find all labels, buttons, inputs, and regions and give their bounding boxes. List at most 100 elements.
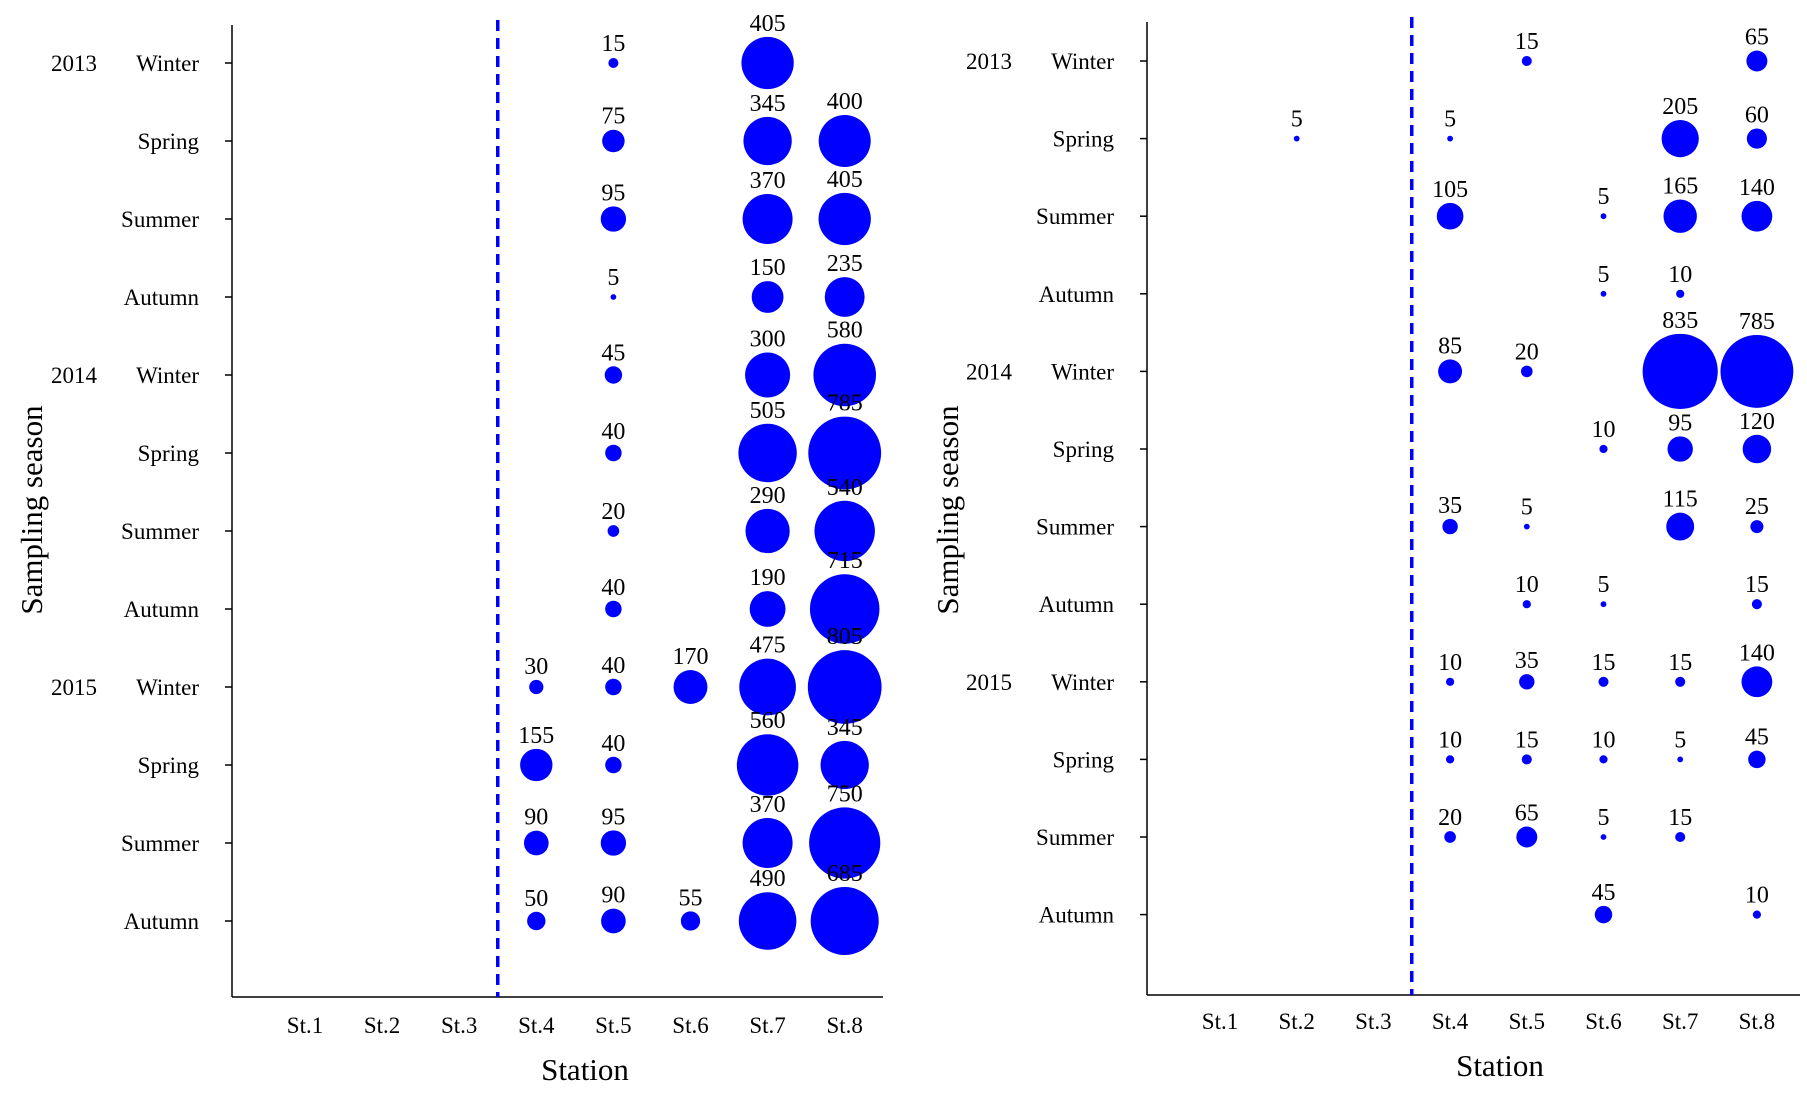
station-tick-label: St.4 xyxy=(1432,1009,1469,1034)
bubble-value-label: 20 xyxy=(1438,805,1462,831)
bubble xyxy=(738,423,797,483)
bubble xyxy=(745,508,790,554)
season-tick-label: Spring xyxy=(1053,127,1115,152)
bubble-value-label: 835 xyxy=(1662,308,1698,334)
bubble-value-label: 15 xyxy=(1592,650,1616,676)
bubble xyxy=(605,678,622,696)
y-axis-title: Sampling season xyxy=(930,405,965,615)
season-tick-label: Summer xyxy=(1036,515,1114,540)
bubble xyxy=(523,830,549,856)
season-tick-label: Summer xyxy=(1036,204,1114,229)
bubble xyxy=(1746,128,1767,149)
bubble xyxy=(743,116,792,166)
bubble-value-label: 5 xyxy=(1598,262,1610,288)
bubble-value-label: 140 xyxy=(1739,175,1775,201)
station-tick-label: St.6 xyxy=(1585,1009,1621,1034)
bubble xyxy=(1667,436,1693,462)
bubble-value-label: 5 xyxy=(1598,184,1610,210)
season-tick-label: Spring xyxy=(138,441,200,466)
bubble-value-label: 60 xyxy=(1745,103,1769,129)
bubble xyxy=(1521,55,1532,67)
bubble xyxy=(1748,750,1766,769)
station-tick-label: St.7 xyxy=(1662,1009,1698,1034)
bubble xyxy=(807,650,882,724)
bubble-value-label: 5 xyxy=(1598,805,1610,831)
bubble xyxy=(1444,831,1456,843)
bubble-value-label: 40 xyxy=(601,575,625,601)
bubble-value-label: 685 xyxy=(827,861,863,887)
station-tick-label: St.3 xyxy=(1355,1009,1391,1034)
bubble-value-label: 30 xyxy=(524,654,548,680)
station-tick-label: St.8 xyxy=(1739,1009,1775,1034)
bubble-value-label: 120 xyxy=(1739,409,1775,435)
season-tick-label: Winter xyxy=(136,363,199,388)
station-tick-label: St.8 xyxy=(826,1013,862,1038)
bubble xyxy=(1445,755,1455,764)
station-tick-label: St.1 xyxy=(287,1013,323,1038)
bubble xyxy=(809,574,880,644)
bubble-value-label: 345 xyxy=(827,715,863,741)
year-tick-label: 2015 xyxy=(51,675,97,700)
bubble-value-label: 10 xyxy=(1515,572,1539,598)
bubble-value-label: 750 xyxy=(827,781,863,807)
bubble xyxy=(600,206,627,232)
station-tick-label: St.5 xyxy=(595,1013,631,1038)
bubble xyxy=(749,591,786,627)
bubble xyxy=(608,57,619,69)
bubble xyxy=(1720,334,1794,408)
bubble-value-label: 370 xyxy=(750,792,786,818)
season-tick-label: Winter xyxy=(1051,359,1114,384)
bubble-value-label: 10 xyxy=(1438,727,1462,753)
bubble-value-label: 5 xyxy=(1521,495,1533,521)
bubble-value-label: 40 xyxy=(601,419,625,445)
season-tick-label: Autumn xyxy=(124,597,200,622)
bubble-value-label: 15 xyxy=(601,31,625,57)
season-tick-label: Winter xyxy=(1051,670,1114,695)
bubble-value-label: 405 xyxy=(750,11,786,37)
bubble xyxy=(818,115,871,167)
bubble xyxy=(1677,756,1684,763)
bubble-value-label: 805 xyxy=(827,624,863,650)
bubble xyxy=(527,911,546,931)
bubble-value-label: 490 xyxy=(750,866,786,892)
bubble-value-label: 65 xyxy=(1515,801,1539,827)
station-tick-label: St.6 xyxy=(672,1013,708,1038)
bubble-value-label: 10 xyxy=(1745,883,1769,909)
bubble xyxy=(809,807,881,879)
bubble xyxy=(1523,523,1530,530)
season-tick-label: Autumn xyxy=(124,909,200,934)
bubble-value-label: 95 xyxy=(601,804,625,830)
bubble xyxy=(1752,910,1762,919)
bubble xyxy=(1741,200,1773,232)
bubble xyxy=(1675,831,1686,843)
bubble xyxy=(751,281,784,313)
bubble xyxy=(814,500,875,562)
year-tick-label: 2014 xyxy=(51,363,98,388)
bubble-value-label: 580 xyxy=(827,318,863,344)
season-tick-label: Spring xyxy=(138,129,200,154)
bubble xyxy=(680,911,701,931)
bubble-value-label: 15 xyxy=(1745,572,1769,598)
bubble xyxy=(1516,826,1538,848)
season-tick-label: Winter xyxy=(1051,49,1114,74)
season-tick-label: Autumn xyxy=(1039,282,1115,307)
bubble xyxy=(1600,601,1607,608)
station-tick-label: St.2 xyxy=(364,1013,400,1038)
y-axis-title: Sampling season xyxy=(14,405,49,615)
bubble-value-label: 35 xyxy=(1515,648,1539,674)
bubble-value-label: 45 xyxy=(1745,725,1769,751)
bubble-value-label: 25 xyxy=(1745,494,1769,520)
left-bubble-chart: Winter 2013 Spring Summer Autumn Winter 2014 Sp… xyxy=(14,11,883,1087)
season-tick-label: Autumn xyxy=(124,285,200,310)
bubble-value-label: 15 xyxy=(1668,805,1692,831)
bubble-value-label: 115 xyxy=(1663,487,1698,513)
bubble xyxy=(520,748,553,782)
bubble xyxy=(1436,202,1464,230)
bubble xyxy=(1293,135,1300,142)
station-tick-label: St.3 xyxy=(441,1013,477,1038)
bubble xyxy=(604,366,623,384)
bubble-value-label: 20 xyxy=(601,499,625,525)
bubble-value-label: 10 xyxy=(1668,262,1692,288)
bubble-value-label: 5 xyxy=(607,265,619,291)
bubble-value-label: 10 xyxy=(1592,417,1616,443)
